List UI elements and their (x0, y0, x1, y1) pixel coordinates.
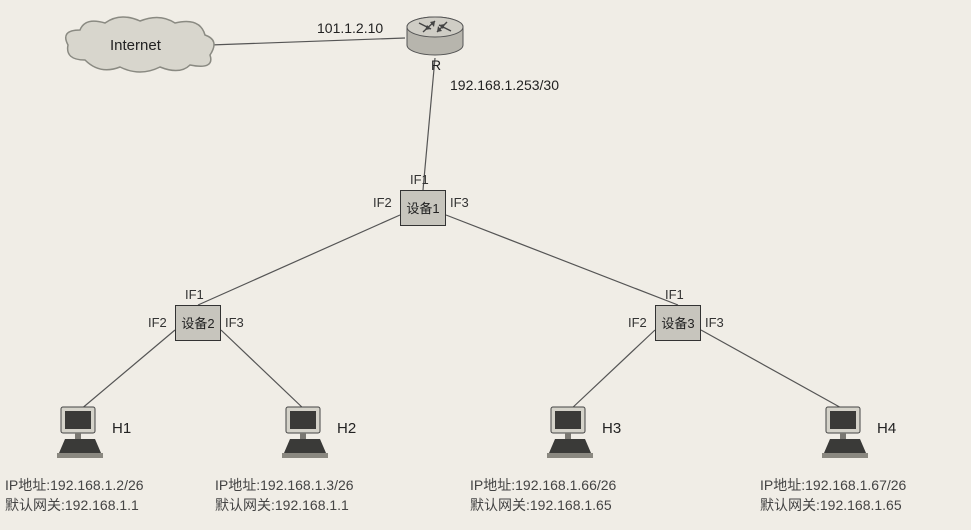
router: R (405, 15, 465, 60)
lan-ip-label: 192.168.1.253/30 (450, 77, 559, 93)
h3-gw: 默认网关:192.168.1.65 (470, 495, 616, 515)
device-3-label: 设备3 (661, 316, 694, 331)
h2-gw: 默认网关:192.168.1.1 (215, 495, 354, 515)
d3-port-if1: IF1 (665, 287, 684, 302)
host-h4 (820, 405, 870, 460)
wan-ip-label: 101.1.2.10 (317, 20, 383, 36)
device-2-label: 设备2 (181, 316, 214, 331)
h1-gw: 默认网关:192.168.1.1 (5, 495, 144, 515)
device-2: 设备2 (175, 305, 221, 341)
internet-cloud: Internet (60, 15, 220, 75)
host-h3-name: H3 (602, 420, 621, 437)
host-h2 (280, 405, 330, 460)
d1-port-if3: IF3 (450, 195, 469, 210)
h2-ip: IP地址:192.168.1.3/26 (215, 475, 354, 495)
device-3: 设备3 (655, 305, 701, 341)
host-h1-name: H1 (112, 420, 131, 437)
device-1: 设备1 (400, 190, 446, 226)
device-1-label: 设备1 (406, 201, 439, 216)
d3-port-if3: IF3 (705, 315, 724, 330)
host-h2-name: H2 (337, 420, 356, 437)
host-h3-info: IP地址:192.168.1.66/26 默认网关:192.168.1.65 (470, 475, 616, 516)
router-label: R (431, 57, 441, 73)
d1-port-if1: IF1 (410, 172, 429, 187)
h4-gw: 默认网关:192.168.1.65 (760, 495, 906, 515)
host-h1-info: IP地址:192.168.1.2/26 默认网关:192.168.1.1 (5, 475, 144, 516)
h1-ip: IP地址:192.168.1.2/26 (5, 475, 144, 495)
h3-ip: IP地址:192.168.1.66/26 (470, 475, 616, 495)
h4-ip: IP地址:192.168.1.67/26 (760, 475, 906, 495)
d3-port-if2: IF2 (628, 315, 647, 330)
d2-port-if3: IF3 (225, 315, 244, 330)
host-h4-name: H4 (877, 420, 896, 437)
cloud-label: Internet (110, 37, 161, 54)
host-h3 (545, 405, 595, 460)
d1-port-if2: IF2 (373, 195, 392, 210)
host-h4-info: IP地址:192.168.1.67/26 默认网关:192.168.1.65 (760, 475, 906, 516)
d2-port-if1: IF1 (185, 287, 204, 302)
d2-port-if2: IF2 (148, 315, 167, 330)
host-h2-info: IP地址:192.168.1.3/26 默认网关:192.168.1.1 (215, 475, 354, 516)
host-h1 (55, 405, 105, 460)
